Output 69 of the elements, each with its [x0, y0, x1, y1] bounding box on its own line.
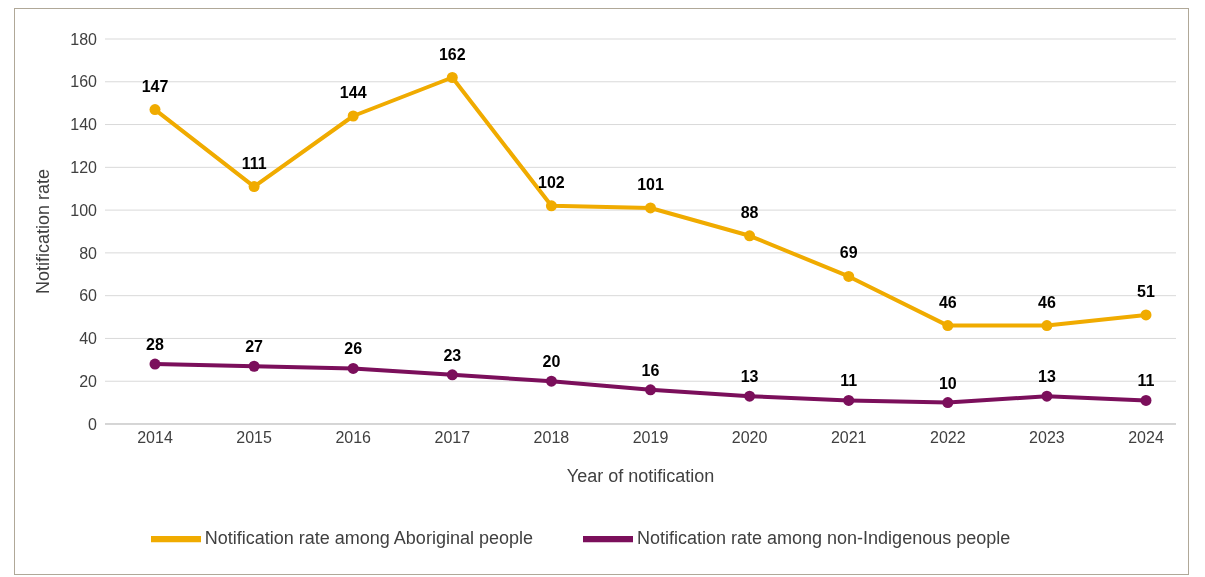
point	[248, 181, 260, 193]
data-label: 16	[641, 361, 660, 379]
y-tick-label: 0	[88, 415, 98, 433]
y-tick-label: 80	[79, 244, 98, 262]
point	[1140, 394, 1152, 406]
data-label: 28	[146, 336, 164, 354]
x-tick-label: 2022	[930, 429, 966, 447]
point	[149, 104, 161, 116]
y-tick-label: 160	[70, 73, 98, 91]
data-label: 11	[840, 372, 858, 390]
point	[645, 202, 656, 214]
x-tick-label: 2016	[335, 429, 372, 447]
point	[149, 358, 161, 370]
point	[744, 230, 756, 242]
point	[446, 72, 458, 83]
data-label: 147	[141, 77, 169, 95]
legend-label: Notification rate among non-Indigenous people	[636, 527, 1011, 548]
data-label: 111	[241, 154, 267, 172]
data-label: 101	[637, 175, 664, 193]
data-label: 13	[1038, 368, 1056, 386]
y-axis-title: Notification rate	[33, 168, 54, 295]
point	[248, 360, 260, 372]
point	[545, 375, 557, 387]
legend-label: Notification rate among Aboriginal people	[204, 527, 533, 548]
point	[645, 384, 656, 396]
y-tick-label: 120	[70, 159, 98, 177]
data-label: 13	[740, 368, 759, 386]
point	[843, 270, 855, 282]
y-tick-label: 60	[79, 287, 98, 305]
point	[545, 200, 557, 212]
x-tick-label: 2023	[1029, 429, 1065, 447]
x-tick-label: 2021	[830, 429, 867, 447]
x-tick-label: 2020	[731, 429, 768, 447]
point	[347, 110, 359, 122]
data-label: 51	[1137, 282, 1155, 300]
x-tick-label: 2019	[632, 429, 669, 447]
data-label: 10	[938, 374, 957, 392]
y-tick-label: 100	[70, 201, 98, 219]
y-tick-label: 180	[70, 30, 98, 48]
x-axis-title: Year of notification	[566, 466, 715, 486]
x-tick-label: 2014	[137, 429, 173, 447]
point	[942, 397, 954, 409]
y-tick-label: 40	[79, 330, 98, 348]
point	[1041, 390, 1053, 402]
point	[744, 390, 756, 402]
data-label: 46	[938, 293, 957, 311]
data-label: 69	[839, 244, 858, 262]
x-tick-label: 2018	[533, 429, 570, 447]
data-label: 162	[438, 45, 466, 63]
point	[446, 369, 458, 381]
point	[1140, 309, 1152, 321]
x-tick-label: 2024	[1128, 429, 1164, 447]
data-label: 144	[339, 84, 367, 101]
y-tick-label: 20	[79, 372, 98, 390]
point	[843, 394, 855, 406]
data-label: 23	[443, 346, 462, 364]
point	[347, 362, 359, 374]
data-label: 88	[740, 203, 759, 221]
point	[942, 320, 954, 332]
data-label: 20	[542, 353, 561, 371]
data-label: 26	[344, 340, 363, 358]
x-tick-label: 2015	[236, 429, 272, 447]
x-tick-label: 2017	[434, 429, 471, 447]
data-label: 102	[538, 173, 565, 191]
data-label: 46	[1038, 293, 1056, 311]
point	[1041, 320, 1053, 332]
y-tick-label: 140	[70, 116, 98, 134]
data-label: 27	[245, 338, 264, 356]
data-label: 11	[1137, 372, 1155, 390]
